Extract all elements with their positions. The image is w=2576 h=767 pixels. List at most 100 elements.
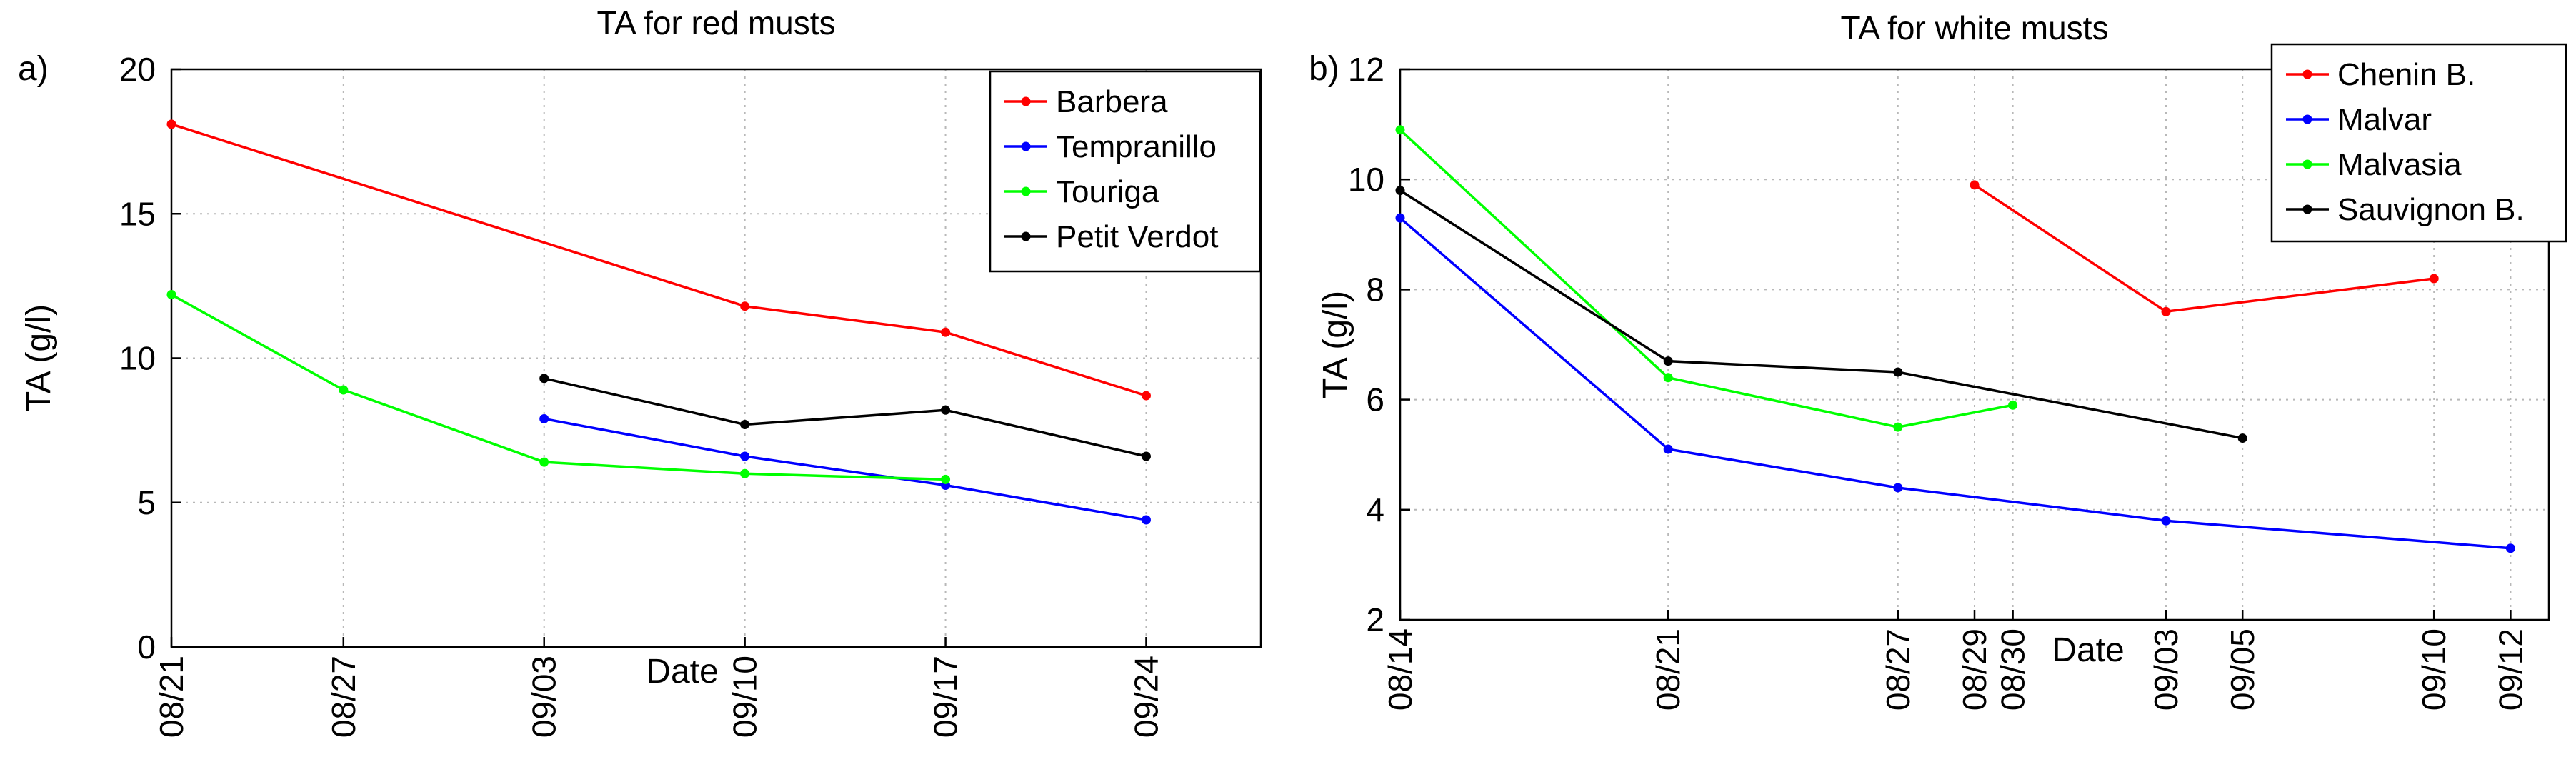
x-tick-label: 08/29 (1956, 628, 1993, 711)
data-point (941, 405, 951, 415)
x-tick-label: 09/03 (2147, 628, 2185, 711)
data-point (539, 457, 549, 467)
panel-label: a) (18, 50, 49, 88)
data-point (1141, 451, 1151, 461)
legend-entry: Malvar (2337, 102, 2432, 137)
x-tick-label: 08/30 (1995, 628, 2032, 711)
data-point (1663, 444, 1673, 454)
x-tick-label: 08/21 (1649, 628, 1687, 711)
series-line-tempranillo (544, 417, 1147, 521)
axes (170, 68, 1262, 648)
data-point (740, 420, 750, 430)
y-tick-label: 5 (137, 484, 156, 521)
data-point (2008, 400, 2018, 410)
y-axis-label: TA (g/l) (20, 304, 58, 412)
legend-entry: Touriga (1056, 174, 1159, 209)
legend-marker (1021, 141, 1031, 151)
data-point (1141, 515, 1151, 525)
panel-white-musts: TA for white musts b) 08/14 08/21 08/27 08/… (1309, 9, 2567, 711)
data-point (1141, 391, 1151, 401)
legend-entry: Malvasia (2337, 147, 2462, 182)
data-point (1663, 356, 1673, 366)
legend-marker (2302, 69, 2312, 79)
y-tick-label: 0 (137, 628, 156, 666)
data-point (740, 451, 750, 461)
data-point (1970, 180, 1980, 190)
chart-title: TA for white musts (1841, 9, 2109, 46)
series-line-petit-verdot (544, 377, 1147, 458)
series-lines (1395, 125, 2515, 553)
legend: Chenin B. Malvar Malvasia Sauvignon B. (2270, 43, 2567, 243)
legend-marker (2302, 114, 2312, 124)
series-line-touriga (171, 293, 946, 481)
data-point (1395, 213, 1405, 223)
y-tick-label: 20 (119, 51, 156, 88)
x-tick-labels: 08/21 08/27 09/03 09/10 09/17 09/24 (153, 656, 1164, 738)
data-point (740, 468, 750, 478)
data-point (941, 327, 951, 337)
series-line-malvasia (1399, 129, 2013, 428)
axes (1399, 68, 2550, 621)
series-lines (166, 119, 1151, 525)
y-tick-label: 2 (1366, 601, 1384, 638)
panel-red-musts: TA for red musts a) 08/21 08/27 09/03 09/10… (18, 4, 1262, 738)
y-tick-label: 10 (119, 340, 156, 377)
data-point (1395, 125, 1405, 135)
legend-entry: Petit Verdot (1056, 219, 1218, 254)
data-point (1893, 483, 1903, 493)
x-tick-label: 08/21 (153, 656, 190, 738)
y-tick-label: 15 (119, 195, 156, 232)
data-point (2237, 433, 2247, 443)
x-tick-labels: 08/14 08/21 08/27 08/29 08/30 09/03 09/05 09/10… (1382, 628, 2529, 711)
x-tick-label: 09/12 (2492, 628, 2529, 711)
x-tick-label: 09/03 (526, 656, 563, 738)
x-tick-label: 08/27 (1879, 628, 1917, 711)
data-point (539, 413, 549, 423)
data-point (339, 385, 349, 395)
data-point (2161, 306, 2171, 316)
legend-marker (2302, 159, 2312, 169)
x-tick-label: 09/10 (727, 656, 764, 738)
data-point (1893, 422, 1903, 432)
data-point (2429, 274, 2439, 284)
x-tick-label: 09/10 (2415, 628, 2452, 711)
data-point (941, 474, 951, 484)
data-point (1893, 367, 1903, 377)
data-point (166, 119, 176, 129)
x-tick-label: 08/14 (1382, 628, 1419, 711)
data-point (2505, 543, 2515, 553)
legend-marker (1021, 186, 1031, 196)
x-tick-label: 08/27 (325, 656, 362, 738)
data-point (539, 374, 549, 384)
x-axis-label: Date (646, 653, 718, 691)
legend-box (989, 70, 1262, 273)
y-tick-label: 6 (1366, 381, 1384, 418)
legend-entry: Tempranillo (1056, 129, 1217, 164)
x-tick-label: 09/24 (1127, 656, 1164, 738)
data-point (1395, 186, 1405, 196)
x-axis-label: Date (2052, 631, 2124, 669)
series-line-sauvignon-b (1399, 189, 2243, 440)
legend-marker (1021, 231, 1031, 241)
data-point (166, 290, 176, 300)
legend: Barbera Tempranillo Touriga Petit Verdot (989, 70, 1262, 273)
y-tick-labels: 2 4 6 8 10 12 (1348, 51, 1384, 638)
legend-marker (2302, 204, 2312, 214)
data-point (1663, 373, 1673, 383)
panel-label: b) (1309, 50, 1339, 88)
legend-entry: Chenin B. (2337, 57, 2475, 92)
chart-title: TA for red musts (596, 4, 835, 41)
data-point (740, 301, 750, 311)
y-tick-labels: 0 5 10 15 20 (119, 51, 156, 666)
series-line-barbera (171, 123, 1147, 397)
x-tick-label: 09/05 (2224, 628, 2261, 711)
y-tick-label: 12 (1348, 51, 1384, 88)
y-axis-label: TA (g/l) (1317, 291, 1354, 398)
legend-entry: Sauvignon B. (2337, 192, 2525, 227)
legend-marker (1021, 96, 1031, 106)
data-point (2161, 516, 2171, 526)
y-tick-label: 10 (1348, 161, 1384, 198)
y-tick-label: 4 (1366, 491, 1384, 528)
x-tick-label: 09/17 (927, 656, 964, 738)
